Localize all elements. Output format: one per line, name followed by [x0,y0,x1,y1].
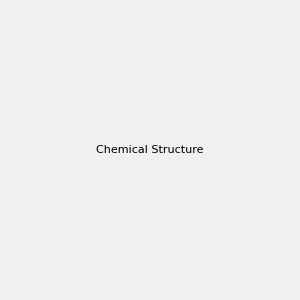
Text: Chemical Structure: Chemical Structure [96,145,204,155]
